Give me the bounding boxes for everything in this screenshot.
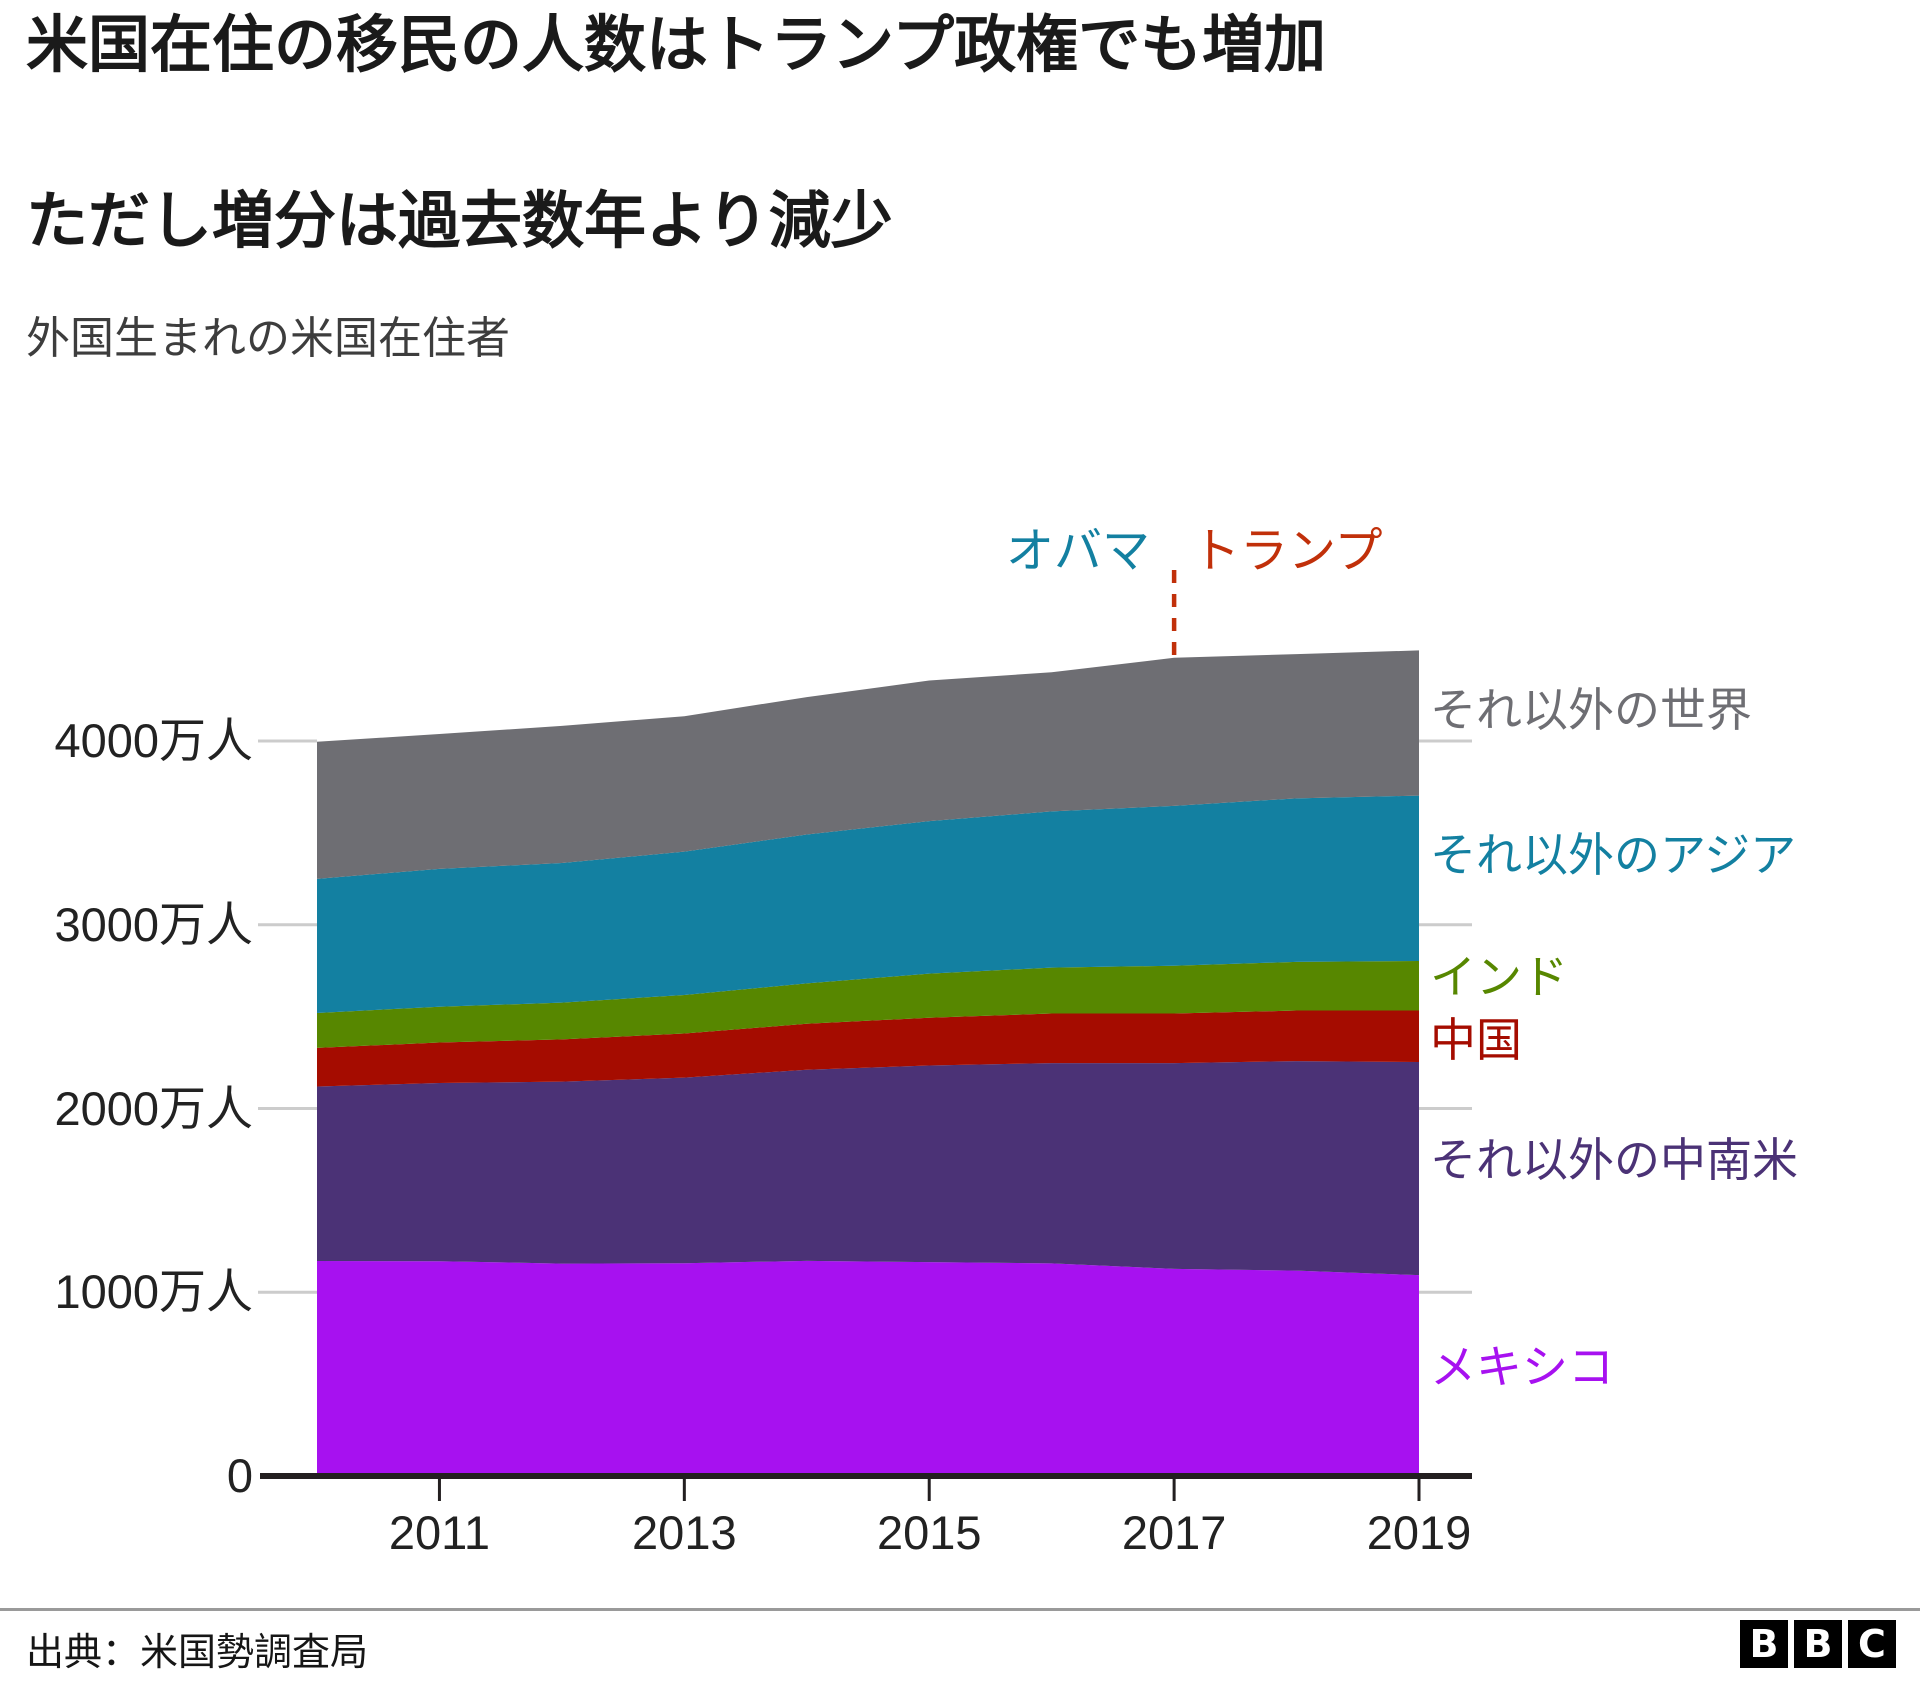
y-grid-stub-right xyxy=(1419,923,1472,927)
x-axis-tick xyxy=(437,1479,441,1501)
area-3 xyxy=(317,1010,1419,1087)
bbc-logo-letter: B xyxy=(1740,1620,1788,1668)
chart-title-line1: 米国在住の移民の人数はトランプ政権でも増加 xyxy=(26,11,1327,80)
bbc-logo-letter: B xyxy=(1794,1620,1842,1668)
y-grid-stub-right xyxy=(1419,1107,1472,1110)
y-grid-stub-right xyxy=(1419,1290,1472,1294)
annotation-trump: トランプ xyxy=(1192,525,1383,578)
x-axis-tick xyxy=(927,1479,931,1501)
area-5 xyxy=(317,795,1419,1013)
footer-divider xyxy=(0,1608,1920,1611)
y-grid-stub-right xyxy=(1419,739,1472,743)
y-grid-stub-left xyxy=(258,1290,317,1294)
area-2 xyxy=(317,1061,1419,1276)
area-6 xyxy=(317,650,1419,879)
source-text: 出典：米国勢調査局 xyxy=(26,1632,369,1674)
annotation-obama: オバマ xyxy=(1005,525,1150,578)
chart-title: 米国在住の移民の人数はトランプ政権でも増加 ただし増分は過去数年より減少 xyxy=(26,2,1326,266)
bbc-logo: B B C xyxy=(1740,1620,1896,1668)
x-axis-tick xyxy=(682,1479,686,1501)
y-grid-stub-left xyxy=(258,1107,317,1110)
x-axis-tick xyxy=(1417,1479,1421,1501)
y-grid-stub-left xyxy=(258,923,317,927)
x-axis-tick xyxy=(1172,1479,1176,1501)
area-1 xyxy=(317,1260,1419,1476)
y-grid-stub-left xyxy=(258,739,317,743)
x-axis-line xyxy=(260,1473,1472,1479)
bbc-logo-letter: C xyxy=(1848,1620,1896,1668)
area-4 xyxy=(317,960,1419,1048)
chart-subtitle: 外国生まれの米国在住者 xyxy=(26,314,510,363)
chart-title-line2: ただし増分は過去数年より減少 xyxy=(26,187,893,257)
